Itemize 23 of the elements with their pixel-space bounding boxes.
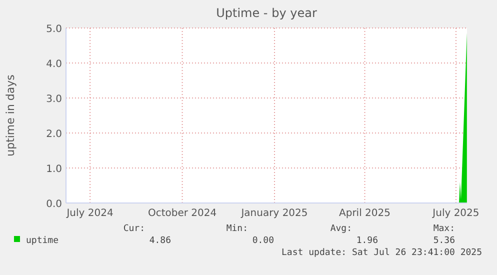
- x-tick-label: July 2025: [432, 208, 480, 219]
- text: 4.86: [149, 236, 171, 246]
- legend-label: uptime: [26, 236, 59, 246]
- y-tick-label: 4.0: [46, 59, 62, 70]
- x-tick-label: July 2024: [66, 208, 114, 219]
- x-tick-label: January 2025: [240, 208, 308, 219]
- y-tick-label: 1.0: [46, 164, 62, 175]
- text: Cur:: [123, 224, 145, 234]
- text: 0.00: [252, 236, 274, 246]
- x-tick-label: October 2024: [148, 208, 217, 219]
- text: Last update: Sat Jul 26 23:41:00 2025: [282, 248, 482, 258]
- text: Max:: [433, 224, 455, 234]
- x-tick-label: April 2025: [339, 208, 390, 219]
- chart-title: Uptime - by year: [216, 6, 317, 20]
- y-tick-label: 2.0: [46, 129, 62, 140]
- y-axis-title: uptime in days: [4, 74, 17, 156]
- text: Avg:: [330, 224, 352, 234]
- text: Min:: [226, 224, 248, 234]
- text: 1.96: [356, 236, 378, 246]
- y-tick-label: 3.0: [46, 94, 62, 105]
- y-tick-label: 5.0: [46, 24, 62, 35]
- y-tick-label: 0.0: [46, 199, 62, 210]
- text: 5.36: [433, 236, 455, 246]
